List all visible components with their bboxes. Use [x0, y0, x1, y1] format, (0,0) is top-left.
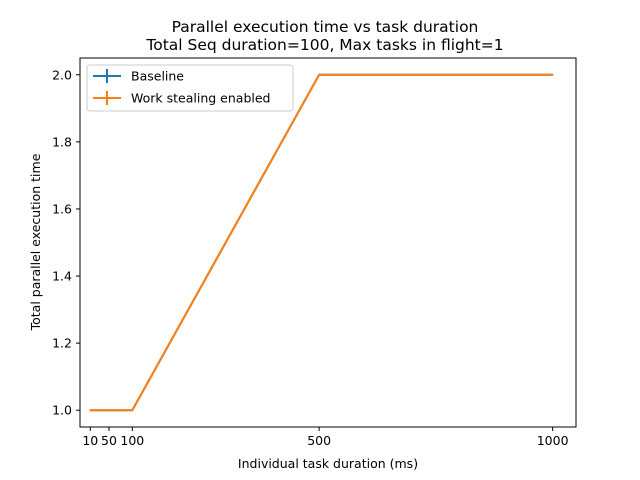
- legend-box: [86, 64, 294, 112]
- y-tick-label: 2.0: [52, 67, 72, 82]
- y-tick-label: 1.8: [52, 134, 72, 149]
- chart-title-line-1: Parallel execution time vs task duration: [172, 18, 479, 36]
- chart-title-line-2: Total Seq duration=100, Max tasks in fli…: [145, 36, 503, 54]
- x-tick-label: 100: [120, 433, 144, 448]
- x-tick-label: 500: [307, 433, 331, 448]
- legend-label-0: Baseline: [131, 69, 184, 84]
- y-tick-label: 1.2: [52, 336, 72, 351]
- legend-label-1: Work stealing enabled: [131, 91, 270, 106]
- y-tick-label: 1.4: [52, 269, 72, 284]
- series-1-point-3: [318, 73, 320, 76]
- y-axis-ticks: 1.0 1.2 1.4 1.6 1.8 2.0: [52, 67, 80, 418]
- x-axis-label: Individual task duration (ms): [238, 456, 418, 471]
- series-1-point-4: [551, 73, 554, 76]
- x-tick-label: 50: [101, 433, 117, 448]
- x-tick-label: 10: [82, 433, 98, 448]
- plot-frame: [79, 57, 577, 428]
- legend: Baseline Work stealing enabled: [86, 64, 294, 112]
- x-axis-ticks: 10 50 100 500 1000: [82, 427, 569, 448]
- series-1-point-1: [108, 409, 110, 412]
- series-group: [89, 73, 554, 412]
- series-1-point-0: [89, 409, 92, 412]
- plot-area: [80, 58, 576, 427]
- legend-entries: Baseline Work stealing enabled: [93, 69, 270, 106]
- y-axis-label: Total parallel execution time: [28, 153, 43, 331]
- series-1-point-2: [131, 409, 134, 412]
- y-tick-label: 1.0: [52, 403, 72, 418]
- x-tick-label: 1000: [537, 433, 569, 448]
- y-tick-label: 1.6: [52, 201, 72, 216]
